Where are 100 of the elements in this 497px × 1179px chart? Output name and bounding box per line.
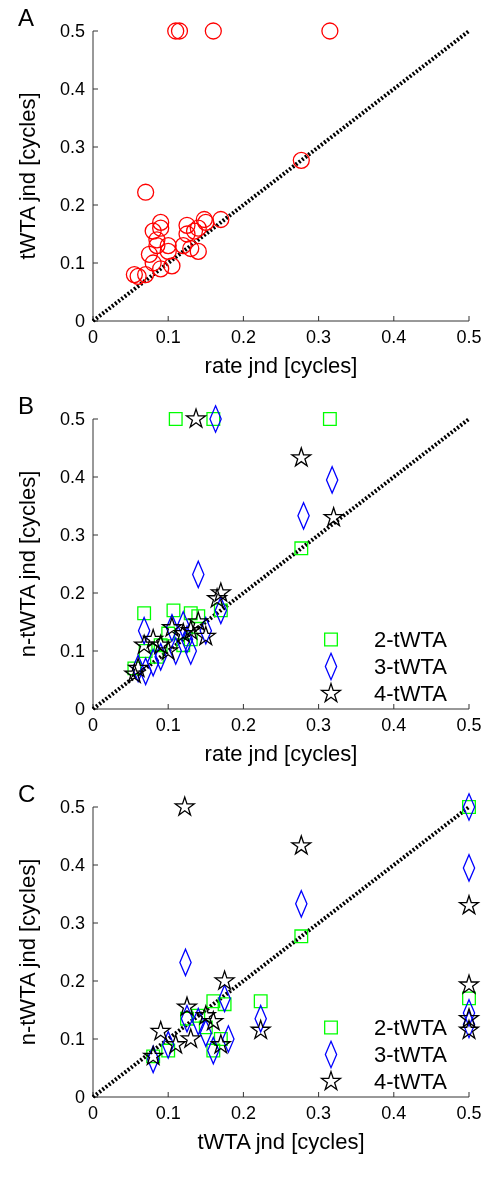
point <box>144 222 162 240</box>
y-tick-label: 0.1 <box>59 641 85 662</box>
y-tick-label: 0.2 <box>59 583 85 604</box>
point <box>462 991 476 1006</box>
point <box>149 649 164 664</box>
point <box>134 634 155 654</box>
point <box>176 996 198 1016</box>
point <box>140 245 159 263</box>
x-tick-label: 0.4 <box>381 327 407 347</box>
point <box>189 242 207 261</box>
x-tick-label: 0.5 <box>456 715 482 735</box>
legend-label: 3-tWTA <box>374 654 448 680</box>
legend-label: 2-tWTA <box>374 627 448 653</box>
point <box>167 22 185 40</box>
y-tick-label: 0 <box>74 699 85 720</box>
x-tick-label: 0.2 <box>230 1103 256 1123</box>
point <box>180 620 201 640</box>
x-tick-label: 0.5 <box>456 327 482 347</box>
point <box>322 412 337 426</box>
y-tick-label: 0.5 <box>59 21 85 42</box>
point <box>180 1011 194 1026</box>
point <box>207 588 228 608</box>
point <box>458 1019 480 1039</box>
point <box>159 242 177 261</box>
point <box>195 625 216 646</box>
chart-title: C <box>18 780 36 807</box>
legend-label: 2-tWTA <box>374 1015 448 1041</box>
point <box>212 210 230 229</box>
x-axis-title: rate jnd [cycles] <box>204 741 358 766</box>
x-tick-label: 0 <box>87 1103 99 1123</box>
point <box>180 1028 201 1048</box>
point <box>213 603 228 618</box>
point <box>195 1005 216 1025</box>
point <box>198 1020 213 1035</box>
y-tick-label: 0.3 <box>59 137 85 158</box>
x-axis-title: tWTA jnd [cycles] <box>197 1129 365 1154</box>
x-tick-label: 0.3 <box>306 715 332 735</box>
point <box>210 582 231 602</box>
point <box>182 239 200 258</box>
point <box>158 640 179 660</box>
x-tick-label: 0.1 <box>155 327 181 347</box>
y-axis-title: n-tWTA jnd [cycles] <box>15 858 40 1046</box>
x-tick-label: 0.1 <box>155 715 181 735</box>
point <box>173 623 194 643</box>
point <box>168 412 183 426</box>
x-tick-label: 0.4 <box>381 1103 407 1123</box>
point <box>152 260 170 278</box>
point <box>143 628 164 649</box>
x-tick-label: 0.3 <box>306 327 332 347</box>
y-tick-label: 0.1 <box>59 253 85 274</box>
y-axis-title: tWTA jnd [cycles] <box>15 92 40 260</box>
point <box>253 994 268 1009</box>
point <box>128 657 149 678</box>
y-tick-label: 0.4 <box>59 855 85 876</box>
point <box>170 22 189 40</box>
point <box>206 994 221 1009</box>
y-tick-label: 0 <box>74 1087 85 1108</box>
point <box>462 800 476 814</box>
point <box>176 638 191 653</box>
point <box>185 222 204 240</box>
point <box>294 929 309 944</box>
point <box>163 257 181 275</box>
point <box>174 236 192 255</box>
point <box>178 216 196 234</box>
x-tick-label: 0.5 <box>456 1103 482 1123</box>
point <box>458 895 480 915</box>
y-axis-title: n-tWTA jnd [cycles] <box>15 470 40 658</box>
point <box>185 408 207 428</box>
point <box>291 835 312 855</box>
y-tick-label: 0.4 <box>59 79 85 100</box>
y-tick-label: 0.4 <box>59 467 85 488</box>
chart-title: B <box>18 392 35 419</box>
y-tick-label: 0.3 <box>59 913 85 934</box>
point <box>183 606 198 621</box>
y-tick-label: 0.2 <box>59 971 85 992</box>
point <box>148 236 166 255</box>
point <box>166 603 181 618</box>
point <box>458 974 480 994</box>
point <box>214 970 235 990</box>
y-tick-label: 0.3 <box>59 525 85 546</box>
x-tick-label: 0.4 <box>381 715 407 735</box>
point <box>137 183 155 201</box>
point <box>292 151 310 169</box>
point <box>137 606 152 621</box>
x-tick-label: 0 <box>87 327 99 347</box>
point <box>188 611 209 631</box>
x-tick-label: 0.2 <box>230 715 256 735</box>
point <box>150 1020 171 1041</box>
point <box>144 254 162 272</box>
x-tick-label: 0.3 <box>306 1103 332 1123</box>
y-tick-label: 0.5 <box>59 797 85 818</box>
point <box>189 219 207 237</box>
point <box>217 997 232 1012</box>
point <box>203 1011 224 1031</box>
point <box>159 236 177 255</box>
point <box>174 796 195 816</box>
legend-label: 3-tWTA <box>374 1042 448 1068</box>
x-axis-title: rate jnd [cycles] <box>204 353 358 378</box>
point <box>291 447 312 467</box>
point <box>152 213 170 232</box>
